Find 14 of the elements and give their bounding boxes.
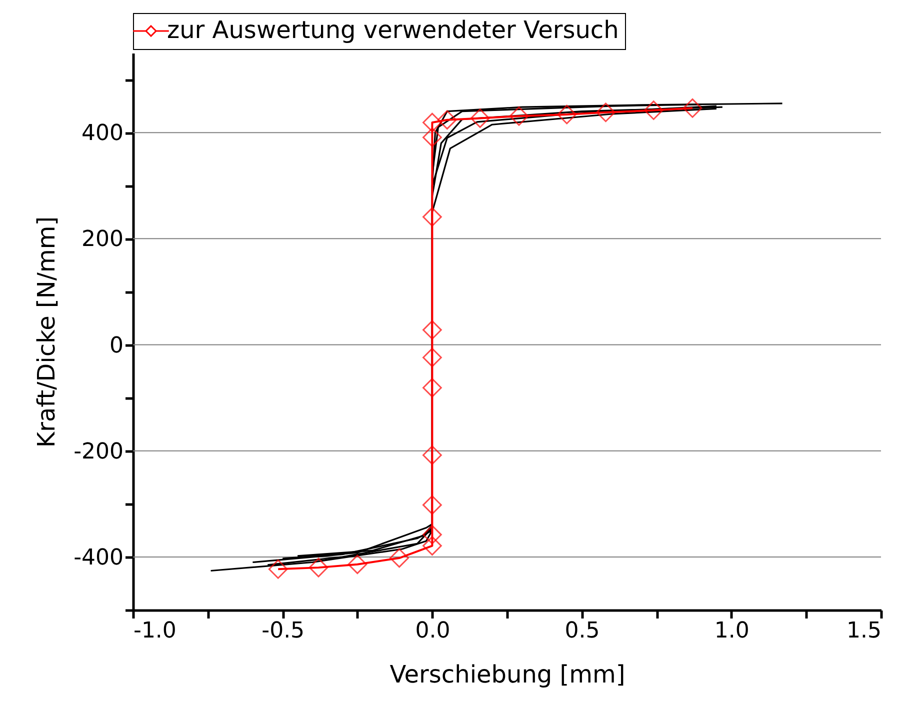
x-tick-label: -0.5 — [262, 618, 305, 644]
y-tick-label: -200 — [74, 439, 124, 464]
x-tick-label: 0.0 — [415, 618, 450, 644]
y-tick-label: 0 — [110, 333, 124, 358]
y-axis-title: Kraft/Dicke [N/mm] — [32, 216, 61, 448]
x-tick-label: 1.0 — [714, 618, 750, 644]
y-tick-label: 200 — [82, 227, 124, 252]
y-tick-label: -400 — [74, 545, 124, 570]
x-tick-label: 1.5 — [846, 618, 882, 644]
x-axis-title: Verschiebung [mm] — [390, 660, 626, 688]
legend-label: zur Auswertung verwendeter Versuch — [167, 16, 619, 44]
x-tick-label: 0.5 — [564, 618, 600, 644]
y-tick-label: 400 — [82, 121, 124, 146]
x-tick-label: -1.0 — [134, 618, 176, 644]
